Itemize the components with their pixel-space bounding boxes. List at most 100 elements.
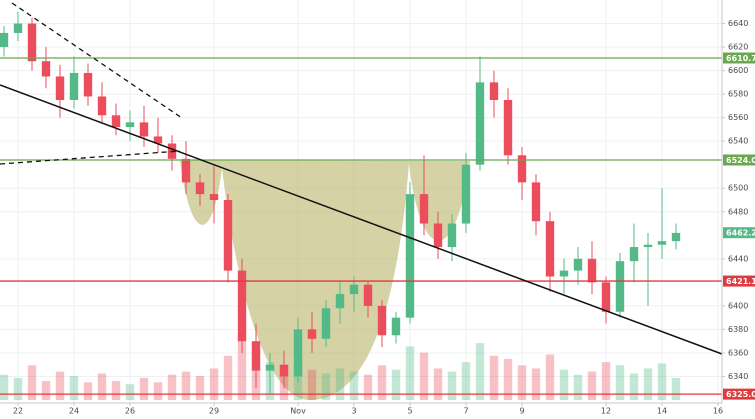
candle-body	[13, 23, 23, 33]
volume-bar	[573, 374, 583, 400]
candle-body	[265, 364, 275, 371]
volume-bar	[125, 384, 135, 400]
candle-body	[251, 341, 261, 371]
volume-bar	[657, 363, 667, 400]
y-tick-label: 6620	[728, 43, 748, 52]
candle-body	[489, 82, 499, 100]
x-tick-label: 12	[601, 407, 611, 416]
trend-line	[0, 84, 723, 355]
volume-bar	[195, 376, 205, 400]
y-tick-label: 6480	[728, 207, 748, 216]
candle-body	[195, 182, 205, 195]
volume-bar	[13, 377, 23, 400]
candle-body	[615, 261, 625, 312]
level-badge	[723, 275, 755, 287]
volume-bar	[405, 346, 415, 400]
y-tick-label: 6580	[728, 90, 748, 99]
x-tick-label: Nov	[290, 407, 306, 416]
candle-body	[559, 270, 569, 277]
volume-bar	[335, 368, 345, 400]
volume-bar	[587, 371, 597, 400]
y-tick-label: 6440	[728, 254, 748, 263]
level-label: 6610.7	[726, 54, 755, 63]
y-tick-label: 6540	[728, 137, 748, 146]
candle-body	[475, 82, 485, 165]
volume-bar	[69, 376, 79, 400]
volume-bar	[321, 373, 331, 400]
volume-bar	[153, 382, 163, 400]
trend-line-dashed	[11, 2, 183, 119]
candle-body	[405, 194, 415, 318]
volume-bar	[27, 365, 37, 400]
volume-bar	[223, 355, 233, 400]
volume-bar	[139, 377, 149, 400]
volume-bar	[447, 371, 457, 400]
x-tick-label: 26	[125, 407, 135, 416]
candle-body	[433, 223, 443, 248]
candle-body	[237, 270, 247, 342]
candle-body	[335, 294, 345, 309]
level-badge	[723, 154, 755, 166]
x-tick-label: 5	[407, 407, 412, 416]
volume-bar	[181, 371, 191, 400]
volume-bar	[545, 354, 555, 400]
volume-bar	[391, 369, 401, 400]
candle-body	[363, 284, 373, 306]
level-label: 6421.1	[726, 277, 755, 286]
candle-body	[349, 284, 359, 295]
candle-body	[293, 329, 303, 377]
candle-body	[531, 182, 541, 222]
candle-body	[503, 100, 513, 156]
volume-bar	[503, 358, 513, 400]
volume-bar	[601, 362, 611, 400]
volume-bar	[363, 374, 373, 400]
volume-bar	[559, 369, 569, 400]
x-tick-label: 9	[519, 407, 524, 416]
y-tick-label: 6360	[728, 348, 748, 357]
grid	[0, 0, 722, 403]
volume-bar	[433, 368, 443, 400]
axes: 6340 6360 6380 6400 6440 6480 6500 6540 6560 6580…	[13, 19, 755, 416]
candle-body	[461, 164, 471, 224]
candle-body	[97, 96, 107, 116]
x-tick-label: 3	[351, 407, 356, 416]
y-tick-label: 6400	[728, 301, 748, 310]
volume-bar	[167, 374, 177, 400]
candle-body	[279, 364, 289, 377]
candle-body	[0, 32, 9, 48]
volume-bar	[489, 355, 499, 400]
candle-body	[307, 329, 317, 339]
volume-bar	[307, 369, 317, 400]
candle-body	[545, 221, 555, 277]
volume-bar	[517, 365, 527, 400]
candle-body	[587, 258, 597, 283]
candle-body	[573, 258, 583, 271]
volume-bar	[111, 381, 121, 400]
x-tick-label: 14	[657, 407, 667, 416]
candle-body	[125, 122, 135, 128]
candle-body	[111, 115, 121, 128]
candle-body	[209, 194, 219, 200]
volume-bar	[0, 374, 9, 400]
volume-bar	[419, 352, 429, 400]
candle-body	[223, 200, 233, 271]
candle-body	[601, 282, 611, 312]
candle-body	[517, 155, 527, 183]
volume-bar	[83, 382, 93, 400]
last-price-label: 6462.2	[726, 229, 755, 238]
candle-body	[643, 244, 653, 248]
volume-bar	[475, 343, 485, 400]
level-badge	[723, 388, 755, 400]
candle-body	[83, 72, 93, 97]
candle-body	[671, 232, 681, 242]
x-tick-label: 29	[209, 407, 219, 416]
volume-bar	[615, 365, 625, 400]
candle-body	[419, 194, 429, 224]
x-tick-label: 7	[463, 407, 468, 416]
candle-body	[41, 61, 51, 77]
y-tick-label: 6340	[728, 372, 748, 381]
volume-bar	[41, 381, 51, 400]
candle-body	[657, 241, 667, 245]
